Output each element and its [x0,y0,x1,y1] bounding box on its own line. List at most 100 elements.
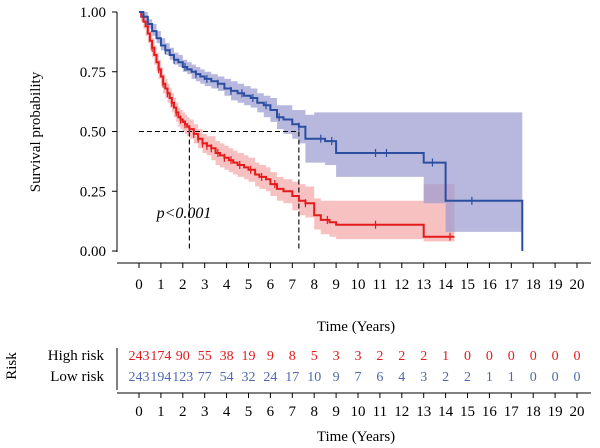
censor-marks [151,43,473,241]
x-tick-label: 0 [135,277,143,293]
high-risk-at-risk-count: 9 [267,349,274,364]
risk-x-tick-label: 8 [310,404,318,420]
risk-x-axis-ticks: 0 1 2 3 4 5 6 7 8 9 10 11 12 13 14 15 16 17 18 19 20 [135,393,585,420]
low-risk-at-risk-count: 9 [333,370,340,385]
high-risk-at-risk-count: 0 [552,349,559,364]
x-tick-label: 9 [332,277,340,293]
risk-x-tick-label: 1 [157,404,165,420]
low-risk-at-risk-count: 7 [355,370,362,385]
x-tick-label: 12 [394,277,409,293]
risk-table: Risk High risk Low risk 243 174 90 55 38 19 9 8… [4,348,591,445]
x-tick-label: 14 [438,277,454,293]
risk-x-tick-label: 3 [201,404,209,420]
high-risk-at-risk-count: 8 [289,349,296,364]
low-risk-at-risk-count: 123 [172,370,193,385]
y-tick-label: 0.50 [80,125,106,141]
risk-x-tick-label: 17 [504,404,520,420]
x-tick-label: 3 [201,277,209,293]
x-tick-label: 18 [526,277,541,293]
risk-x-tick-label: 18 [526,404,541,420]
risk-x-tick-label: 12 [394,404,409,420]
low-risk-at-risk-count: 243 [129,370,150,385]
risk-x-tick-label: 5 [245,404,253,420]
risk-x-tick-label: 19 [548,404,563,420]
low-risk-at-risk-count: 1 [486,370,493,385]
low-risk-at-risk-count: 2 [464,370,471,385]
high-risk-at-risk-count: 174 [150,349,171,364]
low-risk-confidence-band [139,12,523,232]
low-risk-at-risk-count: 0 [574,370,581,385]
risk-x-tick-label: 9 [332,404,340,420]
x-tick-label: 16 [482,277,498,293]
x-tick-label: 1 [157,277,165,293]
median-reference-lines [139,130,300,251]
risk-x-tick-label: 2 [179,404,187,420]
risk-x-tick-label: 15 [460,404,475,420]
high-risk-at-risk-count: 0 [530,349,537,364]
high-risk-at-risk-count: 2 [398,349,405,364]
y-axis-ticks: 0.00 0.25 0.50 0.75 1.00 [80,5,117,260]
high-risk-at-risk-count: 0 [464,349,471,364]
km-plot: 0 1 2 3 4 5 6 7 8 9 10 11 12 13 14 15 16 17 18 19 20 0.000.2… [28,5,591,335]
x-tick-label: 8 [310,277,318,293]
x-tick-label: 7 [289,277,297,293]
x-axis-ticks: 0 1 2 3 4 5 6 7 8 9 10 11 12 13 14 15 16 17 18 19 20 [135,263,585,293]
x-tick-label: 2 [179,277,187,293]
low-risk-at-risk-count: 24 [263,370,277,385]
x-tick-label: 15 [460,277,475,293]
high-risk-at-risk-count: 3 [333,349,340,364]
x-axis-label: Time (Years) [317,319,395,335]
low-risk-at-risk-count: 3 [420,370,427,385]
low-risk-at-risk-count: 194 [150,370,171,385]
high-risk-at-risk-count: 0 [486,349,493,364]
risk-x-tick-label: 20 [570,404,585,420]
risk-x-tick-label: 6 [267,404,275,420]
risk-x-tick-label: 16 [482,404,498,420]
high-risk-at-risk-count: 0 [508,349,515,364]
low-risk-at-risk-count: 32 [242,370,256,385]
high-risk-at-risk-count: 5 [311,349,318,364]
risk-x-tick-label: 13 [416,404,431,420]
low-risk-at-risk-count: 17 [285,370,299,385]
low-risk-at-risk-count: 77 [198,370,212,385]
low-risk-at-risk-count: 6 [376,370,383,385]
low-risk-at-risk-count: 2 [442,370,449,385]
high-risk-at-risk-count: 0 [574,349,581,364]
y-tick-label: 0.00 [80,244,106,260]
high-risk-at-risk-count: 55 [198,349,212,364]
low-risk-at-risk-count: 1 [508,370,515,385]
p-value-annotation: p<0.001 [156,205,212,222]
y-tick-label: 1.00 [80,5,106,21]
risk-row-label-high: High risk [48,348,105,364]
x-tick-label: 6 [267,277,275,293]
low-risk-at-risk-count: 54 [220,370,234,385]
high-risk-at-risk-count: 243 [129,349,150,364]
x-tick-label: 19 [548,277,563,293]
x-tick-label: 20 [570,277,585,293]
high-risk-at-risk-count: 3 [355,349,362,364]
risk-x-tick-label: 4 [223,404,231,420]
risk-x-tick-label: 10 [351,404,366,420]
high-risk-at-risk-count: 38 [220,349,234,364]
risk-x-axis-label: Time (Years) [317,429,395,445]
high-risk-at-risk-count: 2 [376,349,383,364]
high-risk-at-risk-count: 2 [420,349,427,364]
low-risk-survival-curve [139,11,524,251]
x-tick-label: 5 [245,277,253,293]
high-risk-at-risk-count: 1 [442,349,449,364]
low-risk-at-risk-count: 10 [307,370,321,385]
low-risk-at-risk-count: 4 [398,370,405,385]
low-risk-at-risk-count: 0 [552,370,559,385]
risk-x-tick-label: 11 [373,404,387,420]
risk-table-title: Risk [4,352,20,380]
risk-x-tick-label: 14 [438,404,454,420]
y-tick-label: 0.75 [80,65,106,81]
x-tick-label: 17 [504,277,520,293]
risk-x-tick-label: 7 [289,404,297,420]
high-risk-at-risk-count: 19 [242,349,256,364]
x-tick-label: 13 [416,277,431,293]
x-tick-label: 10 [351,277,366,293]
risk-x-tick-label: 0 [135,404,143,420]
